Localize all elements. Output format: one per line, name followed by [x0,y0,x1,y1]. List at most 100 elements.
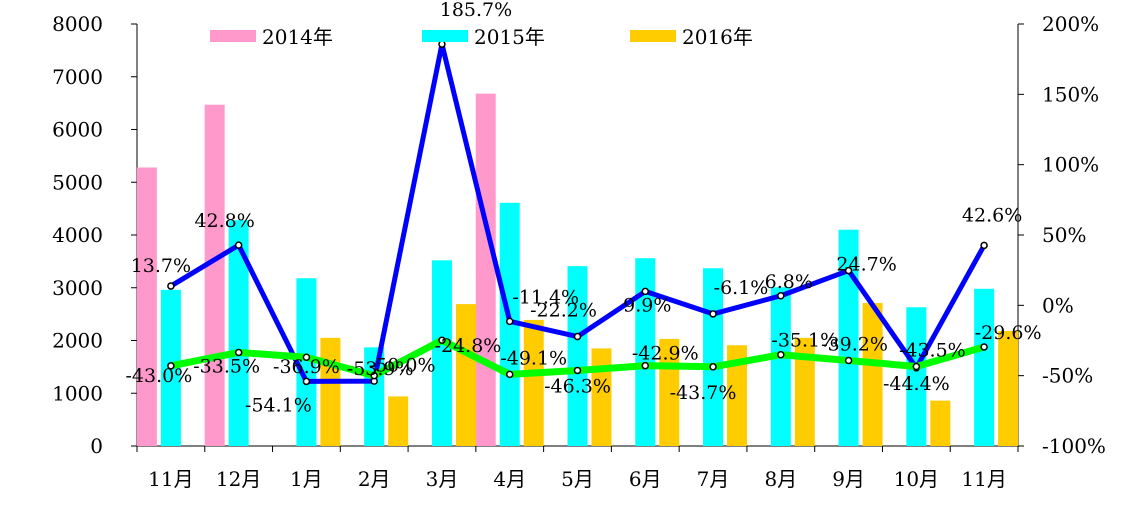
legend-label-2014年: 2014年 [262,25,333,49]
data-label-line-1: 9.9% [623,294,671,316]
bar-2016年 [727,345,748,446]
y-right-tick-label: 200% [1042,12,1099,36]
line-point-2 [912,362,921,371]
data-label-line-1: 42.6% [962,204,1022,226]
x-tick-label: 8月 [764,467,797,491]
data-label-line-2: -49.1% [500,347,567,369]
line-point-2 [777,350,785,359]
y-left-tick-label: 3000 [52,276,103,300]
line-point-1 [438,40,446,48]
y-left-tick-label: 2000 [52,329,103,353]
y-left-tick-label: 6000 [52,118,103,142]
data-label-line-2: -39.2% [821,333,888,355]
y-left-tick-label: 0 [90,434,103,458]
x-tick-label: 11月 [148,467,193,491]
bar-2014年 [475,93,496,446]
line-point-1 [573,332,582,341]
bar-2015年 [906,307,927,446]
data-label-line-2: -50.0% [369,355,436,377]
y-left-tick-label: 8000 [52,12,103,36]
data-label-line-2: -43.0% [125,365,192,387]
line-point-2 [980,343,988,351]
bar-2015年 [431,260,452,446]
x-tick-label: 5月 [561,467,594,491]
data-label-line-2: -43.7% [670,382,737,404]
line-point-1 [234,241,243,249]
legend-label-2015年: 2015年 [474,25,545,49]
x-tick-label: 10月 [894,467,939,491]
y-right-tick-label: -100% [1042,434,1106,458]
x-tick-label: 1月 [290,467,323,491]
bar-2015年 [296,278,317,446]
line-point-2 [438,336,446,344]
x-tick-label: 4月 [493,467,526,491]
x-tick-label: 2月 [358,467,391,491]
data-label-line-1: 185.7% [440,0,512,21]
line-point-1 [167,282,175,290]
bar-2016年 [794,337,815,446]
legend-label-2016年: 2016年 [682,25,753,49]
line-point-2 [167,362,175,370]
y-right-tick-label: 0% [1042,293,1074,317]
data-label-line-2: -24.8% [435,335,502,357]
data-label-line-1: 6.8% [765,271,813,293]
data-label-line-1: -54.1% [245,394,312,416]
data-label-line-1: 24.7% [836,254,896,276]
line-point-2 [573,366,582,375]
bar-2015年 [567,266,588,446]
data-label-line-2: -43.5% [899,340,966,362]
bar-2014年 [136,167,157,447]
line-point-1 [844,266,853,275]
line-point-1 [709,310,717,318]
bar-2016年 [320,337,341,446]
bar-2016年 [455,304,476,446]
line-point-2 [370,371,378,380]
line-point-2 [234,348,243,357]
line-point-1 [505,317,514,326]
y-left-tick-label: 5000 [52,170,103,194]
bar-2015年 [770,287,791,446]
data-label-line-2: -46.3% [544,375,611,397]
legend-swatch-2016年 [630,30,676,42]
bar-2015年 [838,229,859,446]
y-left-tick-label: 4000 [52,223,103,247]
bar-2015年 [228,220,249,446]
data-label-line-1: -22.2% [530,300,597,322]
x-tick-label: 3月 [426,467,459,491]
x-tick-label: 11月 [961,467,1006,491]
bar-2016年 [930,400,951,446]
line-point-1 [641,287,650,296]
bar-2015年 [635,258,656,446]
bar-2014年 [204,104,225,447]
x-tick-label: 6月 [629,467,662,491]
data-label-line-1: 42.8% [194,210,254,232]
x-tick-label: 9月 [832,467,865,491]
data-label-line-1: 13.7% [131,255,191,277]
legend-swatch-2014年 [210,30,256,42]
data-label-line-2: -35.1% [771,330,838,352]
bar-2015年 [974,288,995,446]
bar-2016年 [388,396,409,446]
y-right-tick-label: -50% [1042,364,1093,388]
line-point-2 [709,363,717,371]
data-label-line-1: -11.4% [512,286,579,308]
y-right-tick-label: 150% [1042,82,1099,106]
data-label-line-1: -53.9% [347,358,414,380]
line-point-2 [505,370,514,379]
bar-2016年 [998,331,1019,446]
y-right-tick-label: 100% [1042,153,1099,177]
y-left-tick-label: 7000 [52,65,103,89]
data-label-line-1: -6.1% [714,277,769,299]
x-tick-label: 7月 [697,467,730,491]
data-label-line-2: -29.6% [975,322,1042,344]
y-right-tick-label: 50% [1042,223,1086,247]
data-label-line-2: -36.9% [273,356,340,378]
line-point-2 [302,353,311,361]
line-point-2 [641,361,650,370]
y-left-tick-label: 1000 [52,381,103,405]
line-point-1 [302,377,311,386]
bar-2016年 [591,348,612,446]
data-label-line-2: -42.9% [632,343,699,365]
